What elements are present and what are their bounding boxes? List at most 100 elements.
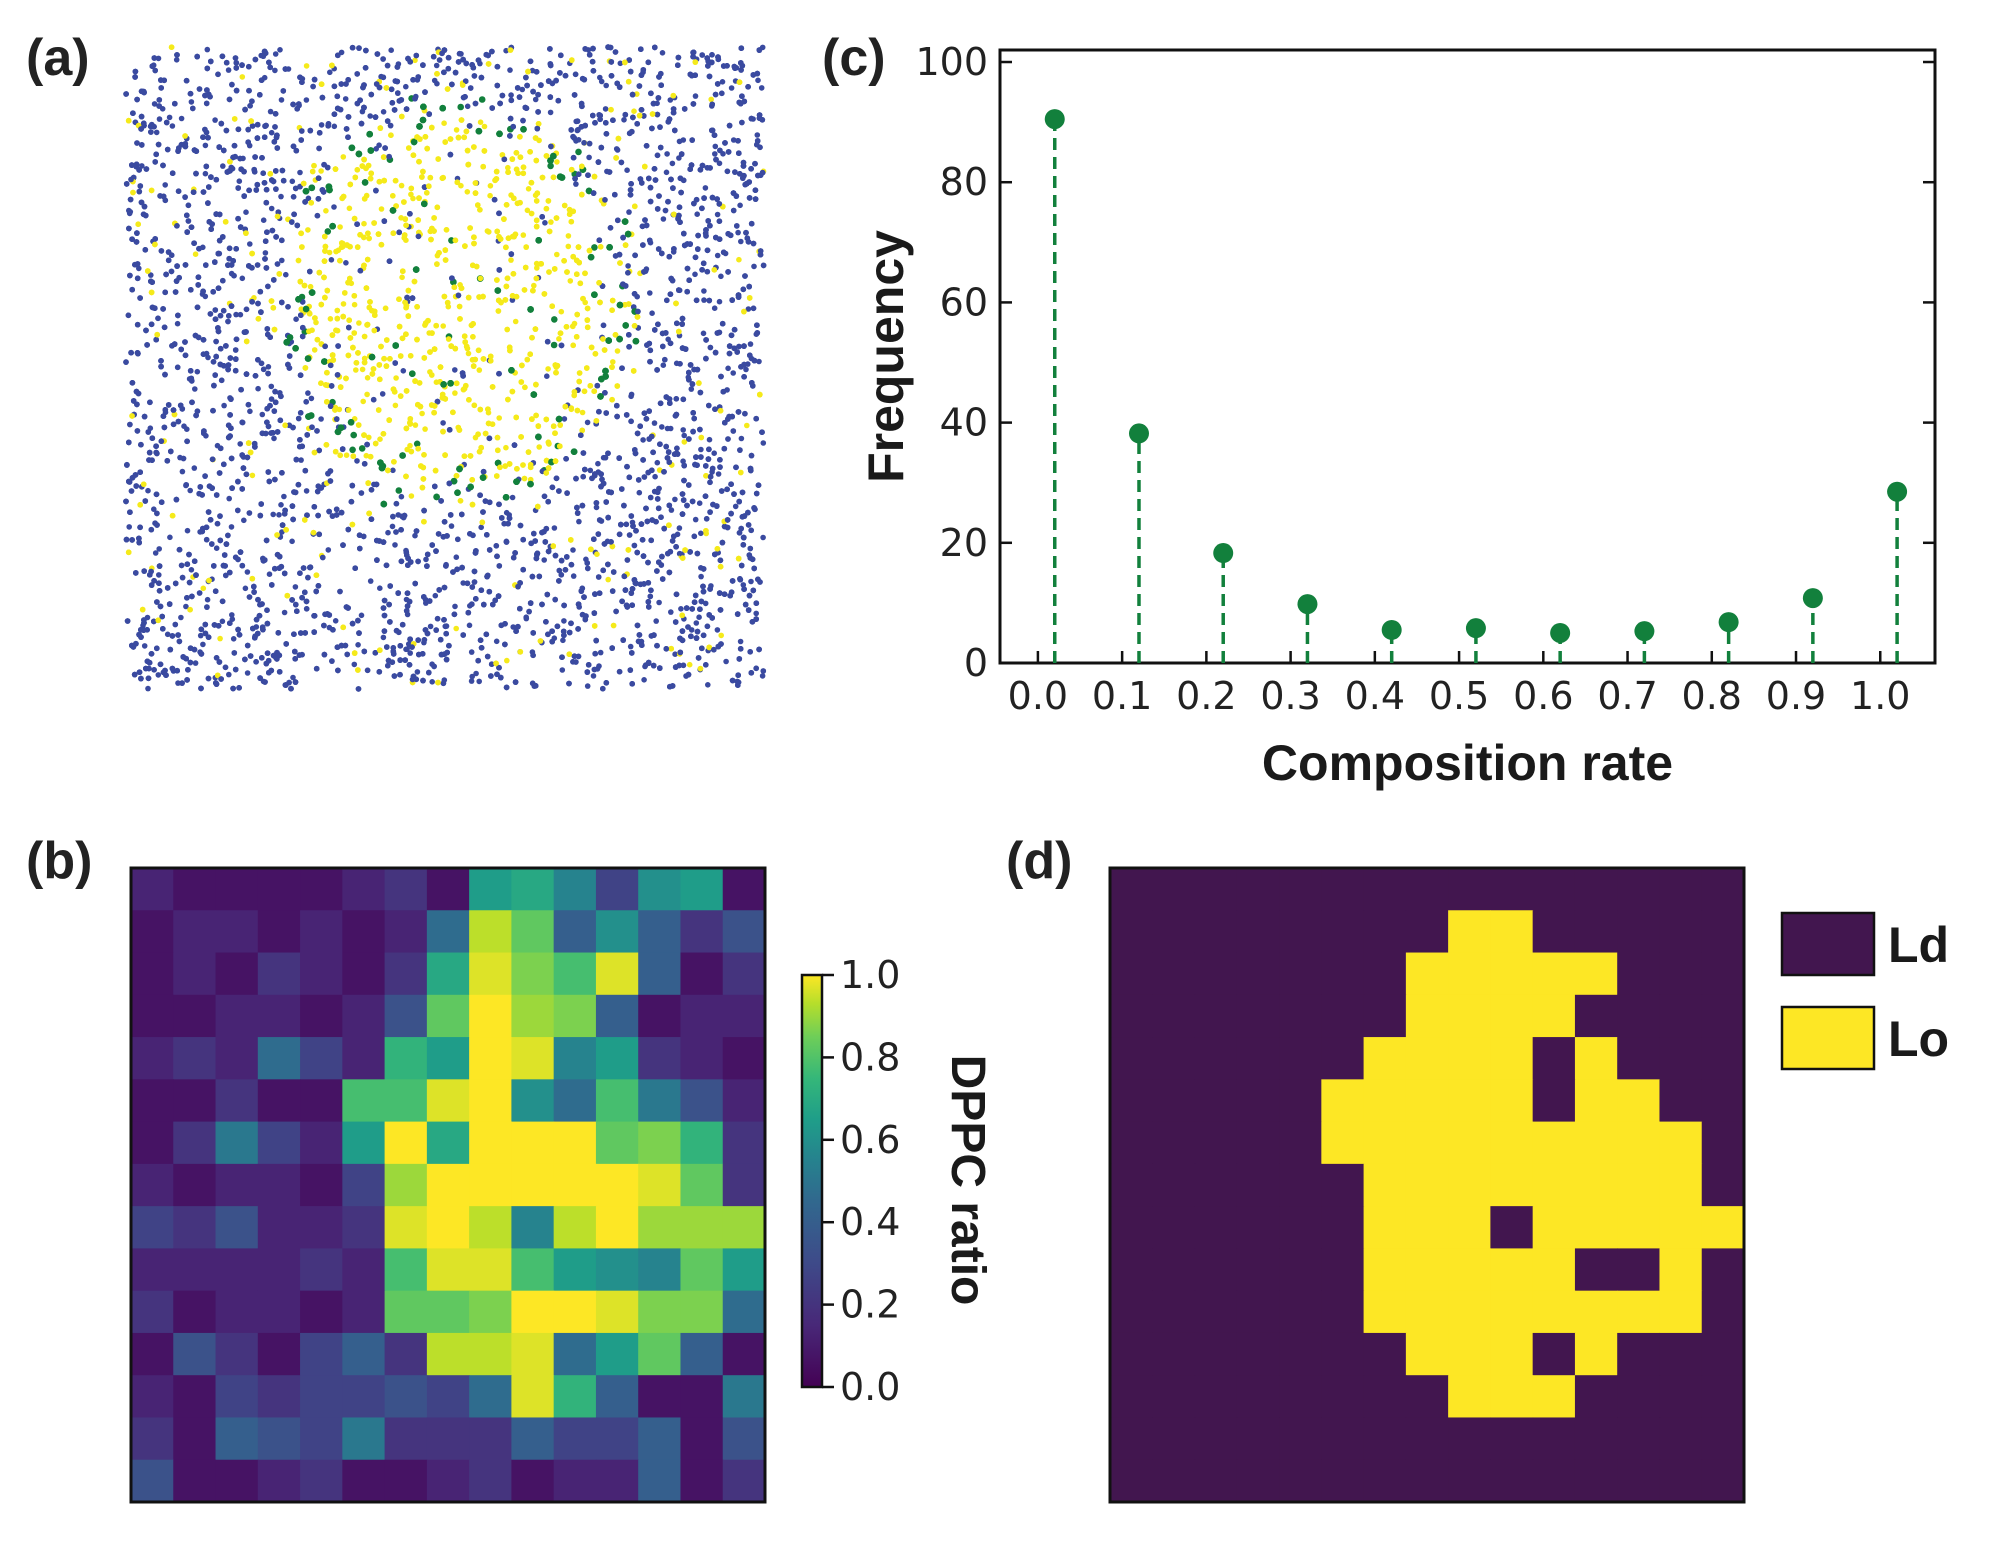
lipid-point	[267, 108, 274, 115]
lipid-point	[156, 116, 163, 122]
lipid-point	[603, 82, 609, 89]
lipid-point	[237, 441, 243, 447]
lipid-point	[531, 282, 537, 289]
lipid-point	[226, 671, 232, 678]
lipid-point	[328, 257, 335, 263]
lipid-point	[340, 154, 347, 160]
lipid-point	[377, 436, 383, 443]
lipid-point	[153, 129, 160, 136]
lipid-point	[412, 57, 418, 64]
lipid-point	[590, 673, 597, 679]
panel-label-c: (c)	[822, 29, 886, 87]
lipid-point	[651, 420, 658, 426]
lipid-point	[653, 618, 659, 624]
lipid-point	[626, 209, 632, 215]
lipid-point	[243, 209, 249, 215]
lipid-point	[213, 545, 220, 551]
lipid-point	[700, 330, 707, 337]
lipid-point	[363, 452, 370, 459]
lipid-point	[509, 494, 516, 501]
lipid-point	[716, 298, 723, 305]
lipid-point	[233, 311, 239, 318]
lipid-point	[427, 623, 434, 630]
lipid-point	[136, 265, 142, 272]
lipid-point	[468, 649, 475, 655]
lipid-point	[266, 571, 273, 577]
lipid-point	[503, 47, 509, 54]
lipid-point	[541, 557, 547, 563]
lipid-point	[167, 534, 173, 541]
lipid-point	[244, 670, 251, 676]
lipid-point	[173, 57, 180, 63]
lipid-point	[188, 567, 195, 573]
lipid-point	[327, 69, 333, 76]
lipid-point	[305, 227, 311, 233]
lipid-point	[181, 423, 187, 430]
lipid-point	[728, 85, 735, 91]
lipid-point	[453, 625, 460, 632]
lipid-point	[448, 237, 455, 244]
lipid-point	[680, 458, 686, 465]
lipid-point	[271, 435, 277, 442]
lipid-point	[748, 578, 754, 585]
lipid-point	[705, 682, 711, 688]
lipid-point	[476, 367, 483, 373]
lipid-point	[423, 556, 429, 563]
lipid-point	[398, 493, 405, 500]
lipid-point	[194, 368, 201, 375]
lipid-point	[156, 546, 162, 552]
lipid-point	[649, 310, 655, 317]
lipid-point	[192, 386, 198, 392]
lipid-point	[408, 493, 415, 499]
lipid-point	[376, 142, 382, 148]
lipid-point	[283, 271, 289, 278]
lipid-point	[141, 643, 148, 649]
lipid-point	[534, 265, 540, 271]
lipid-point	[377, 585, 383, 591]
lipid-point	[458, 182, 464, 189]
lipid-point	[217, 635, 223, 642]
lipid-point	[476, 678, 483, 685]
lipid-point	[305, 195, 312, 202]
lipid-point	[338, 49, 345, 56]
lipid-point	[297, 169, 303, 176]
lipid-point	[747, 341, 754, 347]
lipid-point	[654, 459, 661, 466]
lipid-point	[385, 529, 391, 536]
lipid-point	[759, 673, 766, 679]
lipid-point	[496, 415, 503, 421]
lipid-point	[239, 275, 246, 282]
lipid-point	[702, 185, 709, 191]
lipid-point	[466, 622, 473, 629]
lipid-point	[718, 632, 724, 639]
lipid-point	[164, 631, 171, 638]
lipid-point	[192, 251, 199, 257]
lipid-point	[378, 206, 385, 212]
lipid-point	[579, 409, 586, 416]
lipid-point	[367, 578, 374, 584]
lipid-point	[202, 142, 209, 149]
lipid-point	[570, 573, 577, 579]
lipid-point	[473, 670, 479, 677]
lipid-point	[641, 677, 647, 683]
lipid-point	[532, 96, 539, 103]
lipid-point	[178, 115, 185, 122]
lipid-point	[627, 643, 634, 650]
lipid-point	[279, 529, 285, 535]
lipid-point	[126, 524, 132, 530]
lipid-point	[663, 169, 670, 176]
lipid-point	[595, 460, 601, 467]
lipid-point	[392, 542, 398, 548]
lipid-point	[681, 439, 688, 445]
lipid-point	[272, 51, 279, 57]
lipid-point	[226, 495, 232, 502]
lipid-point	[453, 127, 460, 133]
lipid-point	[736, 256, 742, 263]
lipid-point	[340, 301, 347, 307]
lipid-point	[584, 683, 591, 689]
panel-label-d: (d)	[1006, 832, 1072, 890]
lipid-point	[547, 162, 554, 170]
lipid-point	[758, 85, 765, 91]
lipid-point	[660, 216, 667, 222]
lipid-point	[755, 77, 761, 84]
